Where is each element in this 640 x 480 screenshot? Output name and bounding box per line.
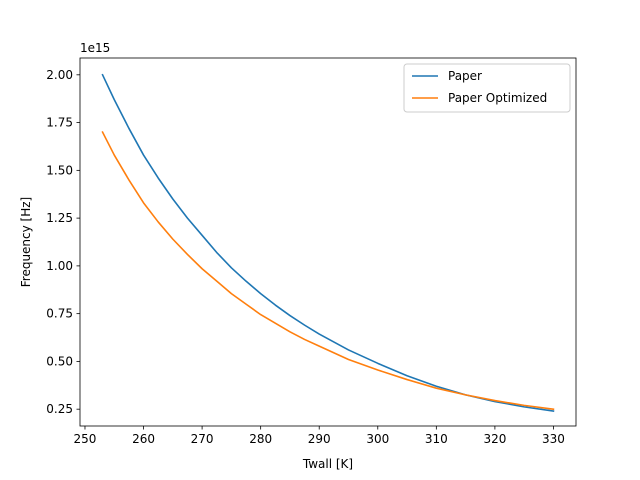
x-tick-label: 330 bbox=[542, 432, 565, 446]
x-tick-label: 310 bbox=[425, 432, 448, 446]
series-layer bbox=[101, 73, 555, 413]
x-tick-label: 250 bbox=[74, 432, 97, 446]
y-tick-label: 1.50 bbox=[46, 163, 73, 177]
x-tick-label: 300 bbox=[366, 432, 389, 446]
series-line-paper-optimized bbox=[101, 131, 555, 411]
x-axis-label: Twall [K] bbox=[302, 457, 353, 471]
axes-frame bbox=[79, 57, 577, 427]
legend-label-paper-optimized: Paper Optimized bbox=[448, 91, 547, 105]
y-tick-label: 0.75 bbox=[46, 307, 73, 321]
x-tick-label: 280 bbox=[249, 432, 272, 446]
y-tick-label: 1.75 bbox=[46, 116, 73, 130]
x-tick-label: 260 bbox=[132, 432, 155, 446]
y-tick-label: 1.00 bbox=[46, 259, 73, 273]
series-line-paper bbox=[101, 73, 555, 413]
y-tick-label: 1.25 bbox=[46, 211, 73, 225]
legend-label-paper: Paper bbox=[448, 69, 482, 83]
y-tick-label: 2.00 bbox=[46, 68, 73, 82]
y-tick-label: 0.25 bbox=[46, 402, 73, 416]
x-tick-label: 270 bbox=[191, 432, 214, 446]
offset-text: 1e15 bbox=[80, 41, 110, 55]
legend: Paper Paper Optimized bbox=[403, 63, 571, 113]
legend-frame bbox=[403, 63, 571, 113]
y-tick-label: 0.50 bbox=[46, 354, 73, 368]
plot-area bbox=[80, 58, 576, 426]
axes-layer bbox=[79, 57, 577, 427]
x-tick-label: 290 bbox=[308, 432, 331, 446]
ticks-layer: 250 260 270 280 290 300 310 320 330 0.25 0.50 0.75 1… bbox=[46, 68, 565, 446]
x-tick-label: 320 bbox=[483, 432, 506, 446]
y-axis-label: Frequency [Hz] bbox=[19, 197, 33, 288]
